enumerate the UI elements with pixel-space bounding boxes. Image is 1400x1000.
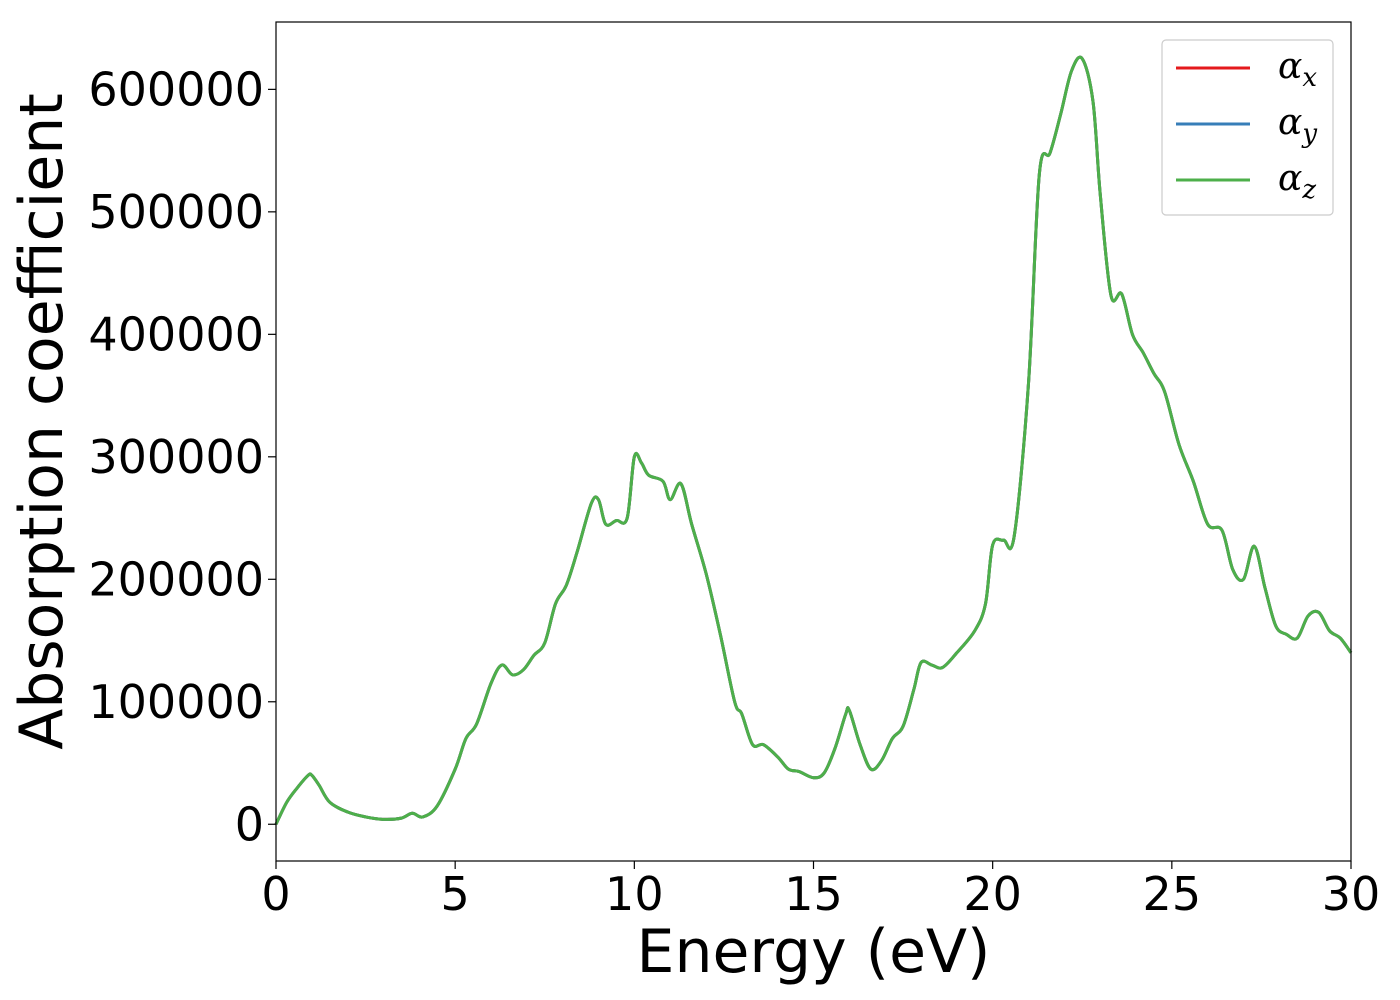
legend-subscript: z [1301, 175, 1316, 205]
x-axis-ticks: 0 5 10 15 20 25 30 [261, 861, 1380, 921]
y-tick-label: 200000 [88, 552, 264, 606]
x-tick-label: 30 [1322, 867, 1381, 921]
series-lines [274, 55, 1353, 825]
y-tick-label: 300000 [88, 430, 264, 484]
legend-label-1: αx [1278, 46, 1317, 93]
x-tick-label: 20 [963, 867, 1022, 921]
legend-subscript: x [1302, 63, 1317, 93]
x-tick-label: 10 [605, 867, 664, 921]
legend-symbol: α [1278, 158, 1302, 199]
legend-subscript: y [1301, 119, 1317, 149]
x-tick-label: 0 [261, 867, 290, 921]
y-tick-label: 600000 [88, 62, 264, 116]
x-tick-label: 25 [1143, 867, 1202, 921]
legend-label-2: αy [1278, 102, 1317, 149]
legend-symbol: α [1278, 46, 1302, 87]
x-axis-label: Energy (eV) [637, 917, 991, 987]
y-tick-label: 100000 [88, 675, 264, 729]
series-line-3 [274, 55, 1353, 825]
legend-box [1161, 39, 1334, 216]
y-tick-label: 400000 [88, 307, 264, 361]
legend-symbol: α [1278, 102, 1302, 143]
legend-label-3: αz [1278, 158, 1316, 205]
y-tick-label: 0 [235, 797, 264, 851]
x-tick-label: 5 [441, 867, 470, 921]
y-axis-label: Absorption coefficient [7, 93, 77, 750]
y-axis-ticks: 0 100000 200000 300000 400000 500000 600000 [88, 62, 276, 851]
y-tick-label: 500000 [88, 185, 264, 239]
x-tick-label: 15 [784, 867, 843, 921]
